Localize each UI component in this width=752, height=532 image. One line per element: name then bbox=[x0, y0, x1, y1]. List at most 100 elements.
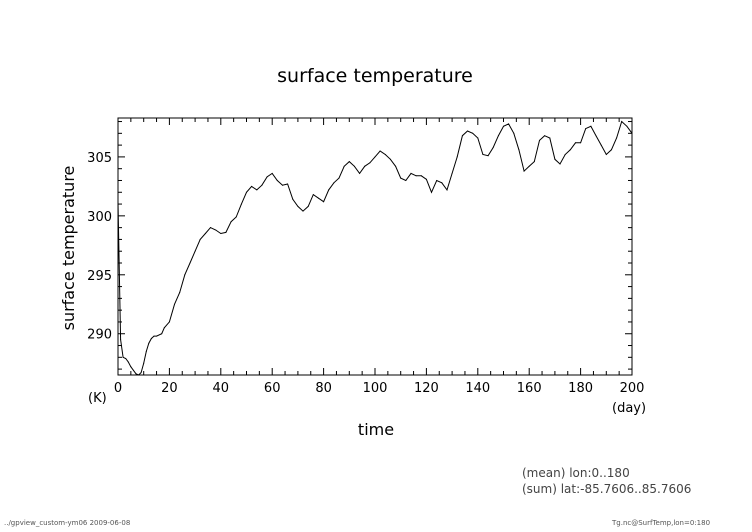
data-point bbox=[276, 180, 278, 181]
data-point bbox=[446, 189, 448, 191]
data-point bbox=[125, 358, 127, 359]
data-point bbox=[184, 274, 186, 276]
data-point bbox=[585, 128, 587, 130]
data-point bbox=[549, 137, 551, 139]
data-point bbox=[487, 155, 489, 157]
data-point bbox=[610, 149, 612, 151]
data-point bbox=[246, 191, 247, 193]
data-point bbox=[508, 123, 510, 125]
data-point bbox=[539, 139, 540, 141]
data-point bbox=[441, 182, 443, 184]
x-tick-label: 140 bbox=[465, 381, 490, 396]
data-point bbox=[215, 229, 217, 231]
data-point bbox=[492, 147, 494, 148]
data-point bbox=[482, 154, 484, 155]
data-point bbox=[161, 333, 163, 335]
data-point bbox=[554, 158, 556, 160]
data-point bbox=[528, 165, 530, 167]
data-point bbox=[374, 156, 376, 158]
sum-note: (sum) lat:-85.7606..85.7606 bbox=[522, 482, 692, 496]
data-point bbox=[343, 165, 345, 167]
chart-title: surface temperature bbox=[277, 65, 473, 87]
data-point bbox=[204, 233, 206, 234]
data-point bbox=[145, 350, 147, 352]
data-point bbox=[143, 362, 145, 364]
data-point bbox=[194, 250, 196, 252]
y-tick-label: 305 bbox=[87, 151, 112, 166]
data-point bbox=[312, 194, 314, 196]
x-tick-label: 80 bbox=[315, 381, 332, 396]
x-tick-label: 200 bbox=[620, 381, 645, 396]
data-point bbox=[364, 165, 366, 167]
x-tick-label: 160 bbox=[517, 381, 542, 396]
data-point bbox=[240, 203, 242, 205]
data-point bbox=[271, 172, 273, 174]
data-point bbox=[225, 231, 227, 233]
data-point bbox=[179, 292, 181, 293]
data-point bbox=[148, 342, 150, 344]
data-point bbox=[456, 156, 458, 158]
x-tick-label: 120 bbox=[414, 381, 439, 396]
data-point bbox=[559, 163, 561, 165]
data-point bbox=[210, 227, 211, 229]
data-point bbox=[389, 158, 391, 160]
data-point bbox=[230, 221, 232, 223]
data-point bbox=[616, 137, 618, 139]
x-axis-label: time bbox=[358, 420, 394, 439]
data-point bbox=[153, 335, 155, 337]
data-point bbox=[132, 369, 134, 371]
data-point bbox=[266, 176, 268, 178]
data-point bbox=[256, 189, 258, 191]
data-point bbox=[621, 121, 623, 122]
x-tick-label: 60 bbox=[264, 381, 281, 396]
data-point bbox=[199, 238, 201, 240]
data-point bbox=[338, 177, 340, 179]
data-point bbox=[156, 335, 158, 337]
data-point bbox=[518, 149, 520, 151]
data-point bbox=[235, 216, 237, 218]
data-point bbox=[348, 161, 350, 163]
data-point bbox=[431, 191, 432, 193]
data-point bbox=[472, 132, 474, 134]
data-point bbox=[140, 372, 142, 374]
y-unit-label: (K) bbox=[88, 391, 107, 406]
data-point bbox=[425, 178, 427, 180]
y-tick-label: 290 bbox=[87, 328, 112, 343]
data-point bbox=[353, 165, 355, 167]
data-point bbox=[282, 184, 283, 186]
data-point bbox=[333, 182, 335, 184]
data-point bbox=[369, 162, 371, 164]
data-point bbox=[120, 339, 122, 341]
x-axis: 0 20 40 60 80 100 120 140 160 180 200 bbox=[114, 118, 645, 396]
data-point bbox=[130, 366, 132, 368]
data-point bbox=[461, 135, 463, 137]
x-unit-label: (day) bbox=[612, 401, 646, 416]
data-point bbox=[251, 185, 253, 187]
data-point bbox=[533, 161, 535, 163]
data-point bbox=[135, 373, 137, 375]
data-point bbox=[513, 132, 515, 134]
data-point bbox=[631, 132, 633, 134]
data-point bbox=[189, 262, 191, 264]
data-point bbox=[292, 198, 294, 200]
series-points bbox=[117, 121, 633, 376]
data-point bbox=[359, 172, 361, 174]
data-point bbox=[395, 165, 397, 167]
data-point bbox=[297, 205, 299, 207]
data-point bbox=[150, 338, 152, 339]
data-point bbox=[220, 233, 222, 234]
data-point bbox=[127, 361, 129, 363]
x-tick-label: 20 bbox=[161, 381, 178, 396]
mean-note: (mean) lon:0..180 bbox=[522, 466, 630, 480]
data-point bbox=[523, 170, 525, 172]
data-point bbox=[117, 201, 119, 203]
footer-left: ../gpview_custom-ym06 2009-06-08 bbox=[4, 519, 131, 527]
y-tick-label: 300 bbox=[87, 210, 112, 225]
data-point bbox=[379, 150, 381, 152]
data-point bbox=[328, 189, 330, 191]
data-point bbox=[384, 154, 386, 155]
data-point bbox=[323, 201, 325, 203]
data-point bbox=[261, 184, 263, 186]
data-point bbox=[564, 154, 566, 155]
